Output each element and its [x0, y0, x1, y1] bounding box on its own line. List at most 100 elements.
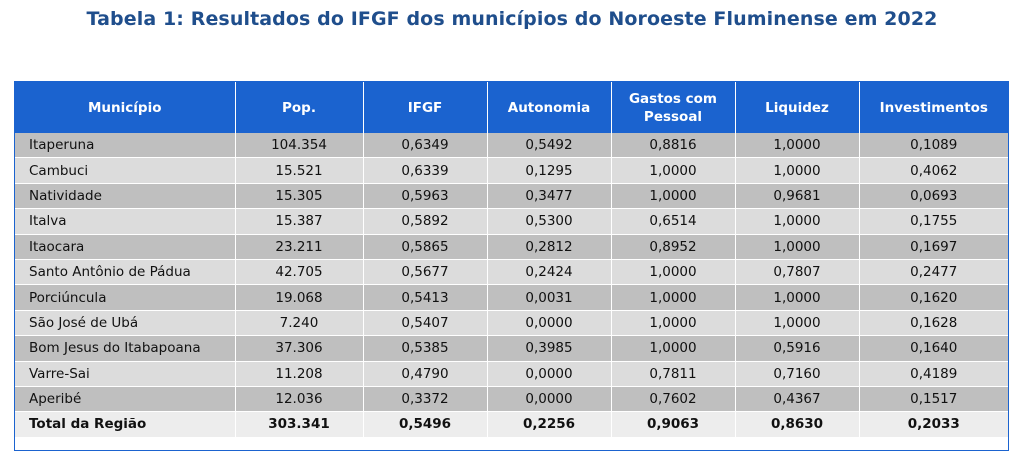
- table-cell: 0,6349: [363, 133, 488, 159]
- municipality-name: São José de Ubá: [15, 310, 236, 337]
- table-cell: 0,5492: [487, 133, 612, 159]
- table-cell: 0,5496: [363, 411, 488, 438]
- table-cell: 0,8630: [735, 411, 860, 438]
- table-cell: 0,1295: [487, 157, 612, 184]
- column-header: Investimentos: [859, 82, 1008, 133]
- table-cell: 0,1628: [859, 310, 1008, 337]
- table-cell: 1,0000: [611, 310, 736, 337]
- table-row: Itaperuna 104.354 0,6349 0,5492 0,8816 1,0000…: [15, 133, 1008, 159]
- table-cell: 0,8816: [611, 133, 736, 159]
- table-cell: 0,2033: [859, 411, 1008, 438]
- table-cell: 0,0031: [487, 284, 612, 311]
- table-cell: 0,6339: [363, 157, 488, 184]
- table-cell: 0,1640: [859, 335, 1008, 362]
- table-row: Natividade 15.305 0,5963 0,3477 1,0000 0,9681…: [15, 183, 1008, 210]
- table-frame: [14, 81, 1009, 451]
- table-cell: 0,5963: [363, 183, 488, 210]
- table-cell: 1,0000: [735, 208, 860, 235]
- table-cell: 0,5916: [735, 335, 860, 362]
- table-cell: 0,7160: [735, 361, 860, 387]
- table-cell: 0,1755: [859, 208, 1008, 235]
- table-cell: 104.354: [235, 133, 364, 159]
- table-cell: 0,1697: [859, 234, 1008, 260]
- column-header: Gastos com Pessoal: [611, 82, 736, 133]
- municipality-name: Aperibé: [15, 386, 236, 413]
- table-cell: 0,5892: [363, 208, 488, 235]
- table-cell: 0,2477: [859, 259, 1008, 286]
- table-row: Varre-Sai 11.208 0,4790 0,0000 0,7811 0,7160 0…: [15, 361, 1008, 387]
- table-cell: 0,5407: [363, 310, 488, 337]
- header-row: Município Pop. IFGF Autonomia Gastos com Pess…: [15, 82, 1008, 133]
- results-table: Município Pop. IFGF Autonomia Gastos com Pess…: [15, 82, 1008, 438]
- table-cell: 1,0000: [611, 259, 736, 286]
- table-cell: 0,5385: [363, 335, 488, 362]
- table-cell: 0,3985: [487, 335, 612, 362]
- municipality-name: Itaocara: [15, 234, 236, 260]
- table-cell: 0,4790: [363, 361, 488, 387]
- table-cell: 0,3477: [487, 183, 612, 210]
- table-row: Santo Antônio de Pádua 42.705 0,5677 0,2424…: [15, 259, 1008, 286]
- table-cell: 19.068: [235, 284, 364, 311]
- table-row: Porciúncula 19.068 0,5413 0,0031 1,0000 1,000…: [15, 284, 1008, 311]
- municipality-name: Itaperuna: [15, 133, 236, 159]
- table-cell: 37.306: [235, 335, 364, 362]
- column-header: Autonomia: [487, 82, 612, 133]
- table-cell: 7.240: [235, 310, 364, 337]
- table-row: Itaocara 23.211 0,5865 0,2812 0,8952 1,0000 0,…: [15, 234, 1008, 260]
- column-header: IFGF: [363, 82, 488, 133]
- table-cell: 1,0000: [735, 310, 860, 337]
- municipality-name: Santo Antônio de Pádua: [15, 259, 236, 286]
- table-cell: 0,1089: [859, 133, 1008, 159]
- table-cell: 15.305: [235, 183, 364, 210]
- column-header: Pop.: [235, 82, 364, 133]
- table-cell: 0,9063: [611, 411, 736, 438]
- total-row: Total da Região 303.341 0,5496 0,2256 0,9063…: [15, 411, 1008, 438]
- column-header: Liquidez: [735, 82, 860, 133]
- table-cell: 1,0000: [611, 157, 736, 184]
- table-cell: 15.387: [235, 208, 364, 235]
- table-title: Tabela 1: Resultados do IFGF dos municíp…: [86, 8, 938, 30]
- table-row: Italva 15.387 0,5892 0,5300 0,6514 1,0000 0,17…: [15, 208, 1008, 235]
- table-cell: 0,5413: [363, 284, 488, 311]
- table-cell: 303.341: [235, 411, 364, 438]
- table-cell: 0,5300: [487, 208, 612, 235]
- municipality-name: Varre-Sai: [15, 361, 236, 387]
- table-cell: 0,5677: [363, 259, 488, 286]
- table-cell: 1,0000: [735, 284, 860, 311]
- table-cell: 0,1517: [859, 386, 1008, 413]
- table-cell: 0,5865: [363, 234, 488, 260]
- table-cell: 0,9681: [735, 183, 860, 210]
- table-cell: 15.521: [235, 157, 364, 184]
- municipality-name: Cambuci: [15, 157, 236, 184]
- table-cell: 0,6514: [611, 208, 736, 235]
- table-cell: 0,7811: [611, 361, 736, 387]
- table-cell: 0,2424: [487, 259, 612, 286]
- table-cell: 12.036: [235, 386, 364, 413]
- table-row: São José de Ubá 7.240 0,5407 0,0000 1,0000 1,…: [15, 310, 1008, 337]
- table-cell: 0,2256: [487, 411, 612, 438]
- municipality-name: Bom Jesus do Itabapoana: [15, 335, 236, 362]
- table-cell: 1,0000: [611, 284, 736, 311]
- column-header: Município: [15, 82, 236, 133]
- table-cell: 1,0000: [735, 133, 860, 159]
- table-row: Cambuci 15.521 0,6339 0,1295 1,0000 1,0000 0,4…: [15, 157, 1008, 184]
- table-row: Aperibé 12.036 0,3372 0,0000 0,7602 0,4367 0,1…: [15, 386, 1008, 413]
- table-cell: 1,0000: [611, 183, 736, 210]
- table-cell: 0,2812: [487, 234, 612, 260]
- municipality-name: Italva: [15, 208, 236, 235]
- table-cell: 1,0000: [735, 157, 860, 184]
- table-cell: 11.208: [235, 361, 364, 387]
- table-cell: 0,4062: [859, 157, 1008, 184]
- table-cell: 0,1620: [859, 284, 1008, 311]
- table-cell: 42.705: [235, 259, 364, 286]
- table-cell: 0,0000: [487, 386, 612, 413]
- municipality-name: Natividade: [15, 183, 236, 210]
- table-cell: 1,0000: [611, 335, 736, 362]
- table-cell: 0,4189: [859, 361, 1008, 387]
- municipality-name: Total da Região: [15, 411, 236, 438]
- table-row: Bom Jesus do Itabapoana 37.306 0,5385 0,398…: [15, 335, 1008, 362]
- table-cell: 0,0000: [487, 310, 612, 337]
- table-cell: 23.211: [235, 234, 364, 260]
- table-cell: 0,7602: [611, 386, 736, 413]
- table-cell: 0,7807: [735, 259, 860, 286]
